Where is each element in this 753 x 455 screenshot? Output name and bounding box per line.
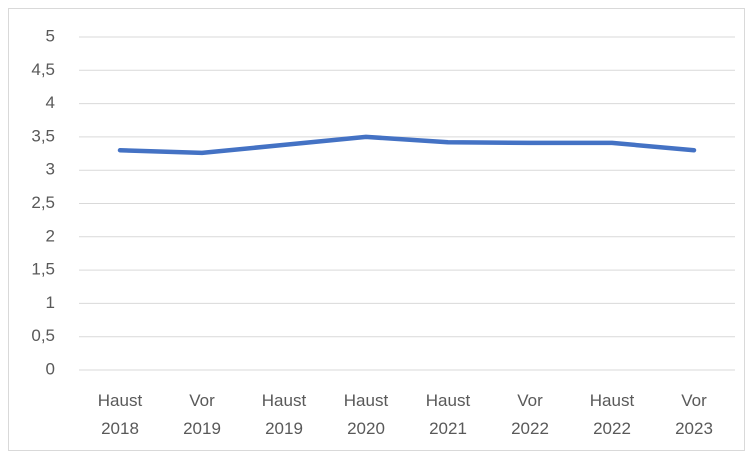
y-tick-label: 0 <box>46 359 55 378</box>
x-tick-label-line: 2021 <box>429 419 467 438</box>
x-tick-label-line: 2018 <box>101 419 139 438</box>
y-tick-label: 1,5 <box>31 260 55 279</box>
x-tick-label-line: 2023 <box>675 419 713 438</box>
line-series <box>117 134 697 156</box>
x-tick-label-line: Vor <box>681 391 707 410</box>
y-tick-label: 3 <box>46 160 55 179</box>
x-tick-label-line: Haust <box>98 391 143 410</box>
y-tick-label: 5 <box>46 26 55 45</box>
x-tick-label: Haust 2019 <box>262 391 307 438</box>
y-tick-label: 2,5 <box>31 193 55 212</box>
x-tick-label-line: Vor <box>189 391 215 410</box>
x-tick-label-line: 2019 <box>265 419 303 438</box>
chart-frame <box>8 8 745 451</box>
x-tick-label-line: Haust <box>262 391 307 410</box>
y-tick-label: 0,5 <box>31 326 55 345</box>
y-tick-label: 2 <box>46 226 55 245</box>
x-tick-label-line: 2019 <box>183 419 221 438</box>
x-tick-label-line: Haust <box>590 391 635 410</box>
x-tick-label: Haust 2022 <box>590 391 635 438</box>
x-tick-label: Vor 2023 <box>675 391 713 438</box>
x-tick-label-line: 2020 <box>347 419 385 438</box>
x-tick-label: Haust 2018 <box>98 391 143 438</box>
x-tick-label-line: Haust <box>426 391 471 410</box>
y-tick-label: 3,5 <box>31 126 55 145</box>
x-tick-label: Haust 2021 <box>426 391 471 438</box>
y-tick-label: 4 <box>46 93 55 112</box>
x-tick-label: Vor 2022 <box>511 391 549 438</box>
y-tick-label: 4,5 <box>31 60 55 79</box>
x-tick-label: Haust 2020 <box>344 391 389 438</box>
x-tick-label: Vor 2019 <box>183 391 221 438</box>
y-tick-label: 1 <box>46 293 55 312</box>
x-tick-label-line: 2022 <box>593 419 631 438</box>
x-tick-label-line: 2022 <box>511 419 549 438</box>
x-tick-label-line: Haust <box>344 391 389 410</box>
x-tick-label-line: Vor <box>517 391 543 410</box>
